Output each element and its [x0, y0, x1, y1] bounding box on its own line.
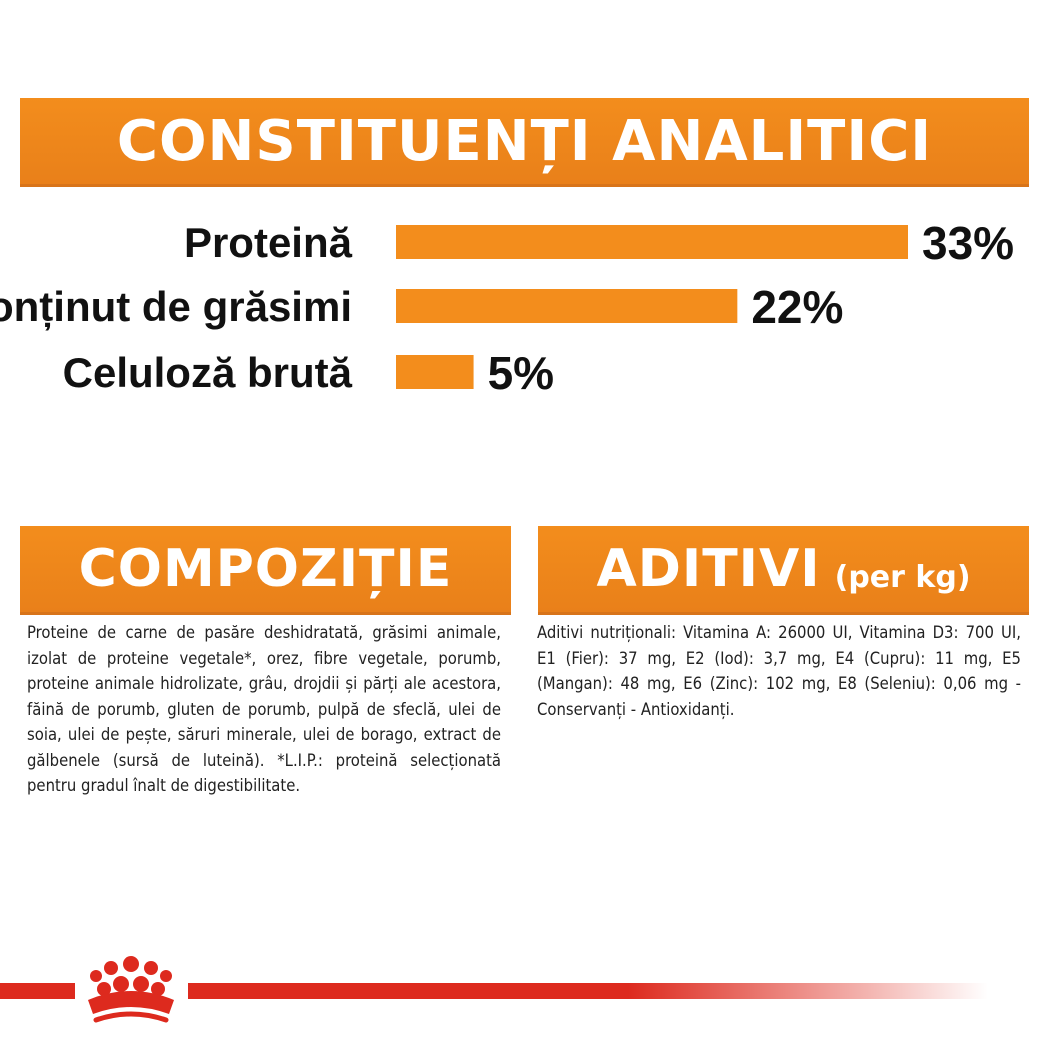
- additives-text: Aditivi nutriționali: Vitamina A: 26000 …: [537, 623, 1021, 719]
- additives-banner: ADITIVI (per kg): [538, 526, 1029, 612]
- category-label: Conținut de grăsimi: [0, 283, 352, 331]
- footer-stripe-right: [188, 983, 988, 999]
- value-label: 33%: [922, 217, 1014, 269]
- bar: [396, 289, 738, 323]
- additives-title: ADITIVI: [596, 539, 821, 599]
- category-label: Celuloză brută: [63, 349, 353, 396]
- composition-text: Proteine de carne de pasăre deshidratată…: [27, 623, 501, 795]
- bar: [396, 225, 908, 259]
- footer-stripe-left: [0, 983, 75, 999]
- category-label: Proteină: [184, 219, 353, 266]
- value-label: 5%: [488, 347, 554, 399]
- analytic-constituents-banner: CONSTITUENȚI ANALITICI: [20, 98, 1029, 184]
- additives-subtitle: (per kg): [834, 559, 971, 595]
- value-label: 22%: [751, 281, 843, 333]
- crown-logo-icon: [88, 956, 174, 1023]
- bar: [396, 355, 474, 389]
- analytic-constituents-title: CONSTITUENȚI ANALITICI: [116, 108, 933, 174]
- analytic-bar-chart: Proteină 33% Conținut de grăsimi 22% Celuloz…: [0, 217, 1014, 399]
- composition-banner: COMPOZIȚIE: [20, 526, 511, 612]
- composition-title: COMPOZIȚIE: [78, 539, 453, 599]
